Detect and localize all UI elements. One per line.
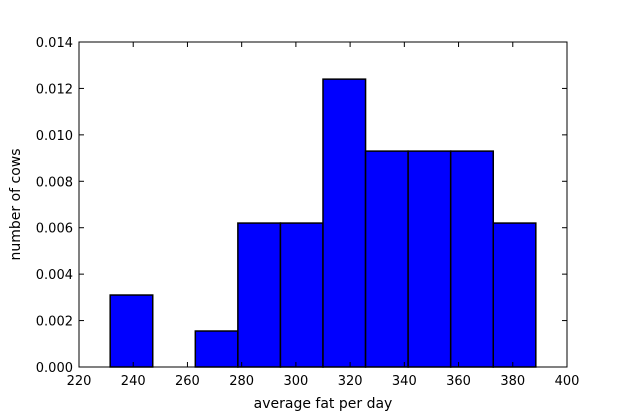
x-tick-label: 400 [555, 374, 580, 389]
x-tick-label: 360 [446, 374, 471, 389]
y-tick-label: 0.004 [36, 268, 73, 283]
histogram-bar-9 [492, 222, 537, 368]
y-tick-label: 0.002 [36, 315, 73, 330]
y-tick-label: 0.000 [36, 361, 73, 376]
y-tick-label: 0.014 [36, 36, 73, 51]
histogram-bar-0 [109, 294, 154, 368]
bars-group [109, 78, 537, 368]
x-tick-label: 300 [283, 374, 308, 389]
y-axis-label: number of cows [8, 148, 24, 260]
x-axis-label: average fat per day [254, 396, 393, 412]
histogram-bar-2 [194, 330, 239, 368]
y-tick-label: 0.008 [36, 175, 73, 190]
histogram-bar-4 [279, 222, 324, 368]
ticks-group: 220 240 260 280 300 320 340 360 380 400 0.000 0.002… [36, 36, 580, 389]
histogram-bar-6 [364, 150, 409, 368]
histogram-bar-8 [449, 150, 495, 368]
x-tick-label: 220 [67, 374, 92, 389]
x-tick-label: 240 [121, 374, 146, 389]
x-tick-label: 320 [338, 374, 363, 389]
y-tick-label: 0.012 [36, 82, 73, 97]
x-tick-label: 380 [500, 374, 525, 389]
histogram-bar-7 [407, 150, 452, 368]
plot-frame [78, 41, 568, 368]
y-tick-label: 0.010 [36, 129, 73, 144]
histogram-bar-3 [237, 222, 282, 368]
y-tick-label: 0.006 [36, 222, 73, 237]
histogram-bar-5 [322, 78, 367, 368]
x-tick-label: 260 [175, 374, 200, 389]
x-tick-label: 340 [392, 374, 417, 389]
x-tick-label: 280 [229, 374, 254, 389]
